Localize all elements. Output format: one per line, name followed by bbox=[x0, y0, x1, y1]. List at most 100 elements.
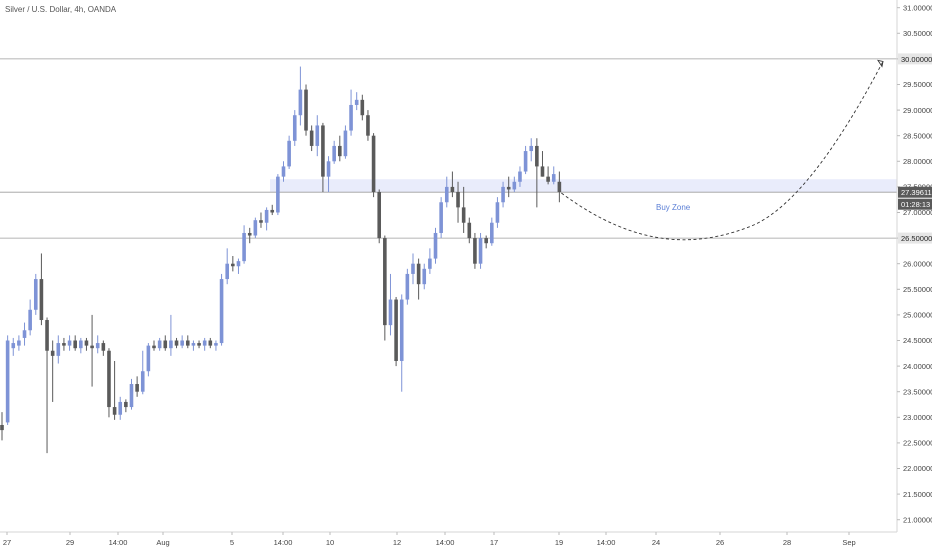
candle bbox=[202, 337, 207, 351]
time-axis-tick-label: 28 bbox=[783, 538, 791, 547]
candle bbox=[360, 94, 365, 121]
candle bbox=[428, 248, 432, 274]
candle-body bbox=[383, 238, 387, 326]
candle-body bbox=[62, 343, 66, 346]
time-axis-tick-label: 19 bbox=[555, 538, 563, 547]
candle-body bbox=[456, 192, 460, 208]
candle bbox=[33, 273, 38, 315]
candle-body bbox=[546, 176, 550, 182]
candle bbox=[28, 299, 32, 336]
candle-body bbox=[551, 174, 556, 182]
candle-body bbox=[185, 340, 190, 346]
candle bbox=[107, 348, 111, 418]
candle bbox=[174, 337, 179, 349]
candle bbox=[332, 140, 336, 164]
candle-body bbox=[225, 263, 229, 280]
candle bbox=[152, 340, 156, 351]
price-axis-tick-label: 25.00000 bbox=[903, 311, 932, 320]
candle-body bbox=[422, 268, 427, 285]
candle-body bbox=[557, 181, 562, 193]
candle-body bbox=[247, 232, 252, 236]
candle bbox=[259, 212, 263, 228]
candle-body bbox=[264, 209, 269, 223]
candle-body bbox=[259, 220, 263, 223]
price-axis-tick-label: 23.00000 bbox=[903, 413, 932, 422]
candle bbox=[247, 227, 252, 244]
candle-body bbox=[56, 343, 61, 356]
candle bbox=[214, 340, 218, 351]
candle bbox=[281, 161, 286, 182]
candle-body bbox=[157, 340, 162, 349]
candle bbox=[39, 253, 44, 326]
candle bbox=[197, 340, 201, 349]
candle bbox=[540, 151, 545, 177]
candle-body bbox=[326, 161, 331, 177]
candle bbox=[321, 122, 325, 193]
time-axis-tick-label: 10 bbox=[326, 538, 334, 547]
candle bbox=[512, 176, 517, 193]
candle-body bbox=[332, 145, 336, 162]
candle-body bbox=[107, 350, 111, 408]
candle bbox=[354, 92, 359, 111]
price-axis-tick-label: 24.00000 bbox=[903, 362, 932, 371]
candle-body bbox=[304, 89, 308, 131]
candle bbox=[557, 171, 562, 203]
candle bbox=[433, 227, 438, 264]
candle-body bbox=[11, 343, 16, 349]
candle-body bbox=[28, 309, 32, 331]
candle-body bbox=[315, 125, 320, 146]
candle-body bbox=[214, 343, 218, 346]
candle bbox=[287, 135, 291, 169]
candle bbox=[219, 273, 224, 346]
price-axis[interactable]: 31.00000 30.50000 30.00000 29.50000 29.00000… bbox=[897, 3, 932, 524]
price-axis-tick-label: 26.00000 bbox=[903, 259, 932, 268]
bar-countdown-tag-bg bbox=[898, 198, 932, 210]
price-axis-tick-label: 29.00000 bbox=[903, 106, 932, 115]
time-axis-tick-label: 14:00 bbox=[109, 538, 128, 547]
candle bbox=[62, 337, 66, 351]
candle bbox=[343, 125, 348, 159]
time-axis[interactable]: 27 29 14:00 Aug 5 14:00 10 12 14:00 17 19 14:00 24 26… bbox=[3, 532, 856, 547]
candle-body bbox=[191, 343, 196, 346]
price-axis-tick-label: 25.50000 bbox=[903, 285, 932, 294]
candle bbox=[529, 138, 534, 162]
candle bbox=[101, 340, 106, 356]
candle bbox=[56, 335, 61, 364]
candle bbox=[5, 335, 10, 425]
candle bbox=[467, 217, 472, 244]
candle bbox=[45, 317, 49, 454]
candle bbox=[461, 186, 466, 233]
candle-body bbox=[73, 340, 77, 349]
candle bbox=[231, 256, 235, 272]
candle-body bbox=[39, 279, 44, 321]
candle-body bbox=[281, 166, 286, 177]
candle bbox=[456, 181, 460, 223]
candle-body bbox=[411, 263, 415, 274]
candle-body bbox=[236, 261, 241, 267]
candle bbox=[478, 232, 483, 269]
price-tag-high-bg bbox=[898, 53, 932, 65]
candle-body bbox=[343, 130, 348, 157]
time-axis-tick-label: 14:00 bbox=[274, 538, 293, 547]
candle-body bbox=[253, 220, 258, 236]
candle-body bbox=[135, 384, 139, 392]
last-price-tag-bg bbox=[898, 186, 932, 198]
candle-body bbox=[129, 384, 134, 408]
candle-body bbox=[495, 202, 500, 223]
candle-body bbox=[473, 238, 477, 264]
candle bbox=[236, 258, 241, 274]
candle-body bbox=[518, 171, 522, 182]
candle-body bbox=[540, 166, 545, 177]
candle bbox=[388, 273, 393, 336]
candle-body bbox=[140, 371, 145, 392]
time-axis-tick-label: 14:00 bbox=[436, 538, 455, 547]
candle bbox=[518, 166, 522, 187]
candle-body bbox=[242, 232, 246, 262]
candle-body bbox=[388, 299, 393, 326]
candle bbox=[146, 343, 151, 377]
candle bbox=[383, 235, 387, 341]
candle-body bbox=[450, 186, 455, 193]
price-axis-tick-label: 30.50000 bbox=[903, 29, 932, 38]
